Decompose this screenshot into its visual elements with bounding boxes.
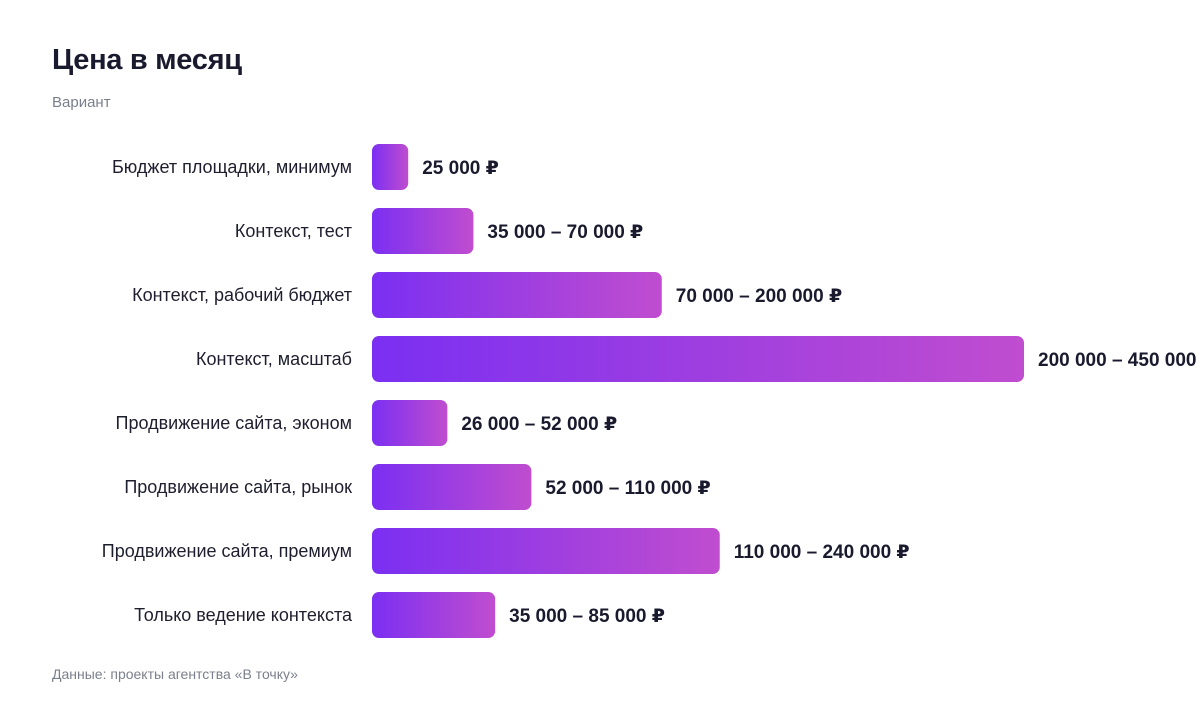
bar xyxy=(372,592,496,638)
value-label: 70 000 – 200 000 ₽ xyxy=(676,286,842,307)
value-label: 110 000 – 240 000 ₽ xyxy=(734,542,910,563)
bar xyxy=(372,272,662,318)
bar-row: Бюджет площадки, минимум 25 000 ₽ xyxy=(112,144,499,190)
bar-row: Контекст, рабочий бюджет 70 000 – 200 000… xyxy=(132,272,842,318)
bars-layer: Бюджет площадки, минимум 25 000 ₽ Контекст… xyxy=(102,144,1200,638)
data-source-note: Данные: проекты агентства «В точку» xyxy=(52,666,298,682)
category-label: Контекст, тест xyxy=(235,221,352,241)
bar-row: Продвижение сайта, рынок 52 000 – 110 000… xyxy=(124,464,711,510)
value-label: 35 000 – 85 000 ₽ xyxy=(509,606,665,627)
value-label: 26 000 – 52 000 ₽ xyxy=(461,414,617,435)
chart-title: Цена в месяц xyxy=(52,44,242,76)
chart-subtitle: Вариант xyxy=(52,94,111,111)
bar xyxy=(372,144,409,190)
value-label: 25 000 ₽ xyxy=(422,158,499,179)
bar-row: Продвижение сайта, эконом 26 000 – 52 000… xyxy=(116,400,617,446)
category-label: Только ведение контекста xyxy=(134,605,353,625)
category-label: Продвижение сайта, рынок xyxy=(124,477,352,497)
bar-row: Контекст, тест 35 000 – 70 000 ₽ xyxy=(235,208,643,254)
category-label: Продвижение сайта, премиум xyxy=(102,541,352,561)
bar-row: Контекст, масштаб 200 000 – 450 000 ₽ xyxy=(196,336,1200,382)
value-label: 52 000 – 110 000 ₽ xyxy=(545,478,710,499)
category-label: Контекст, рабочий бюджет xyxy=(132,285,352,305)
value-label: 200 000 – 450 000 ₽ xyxy=(1038,350,1200,371)
category-label: Контекст, масштаб xyxy=(196,349,352,369)
bar xyxy=(372,528,720,574)
bar xyxy=(372,208,474,254)
bar xyxy=(372,400,448,446)
category-label: Бюджет площадки, минимум xyxy=(112,157,352,177)
category-label: Продвижение сайта, эконом xyxy=(116,413,352,433)
bar-row: Только ведение контекста 35 000 – 85 000 … xyxy=(134,592,665,638)
bar xyxy=(372,464,532,510)
value-label: 35 000 – 70 000 ₽ xyxy=(487,222,643,243)
bar-row: Продвижение сайта, премиум 110 000 – 240 … xyxy=(102,528,910,574)
bar xyxy=(372,336,1024,382)
